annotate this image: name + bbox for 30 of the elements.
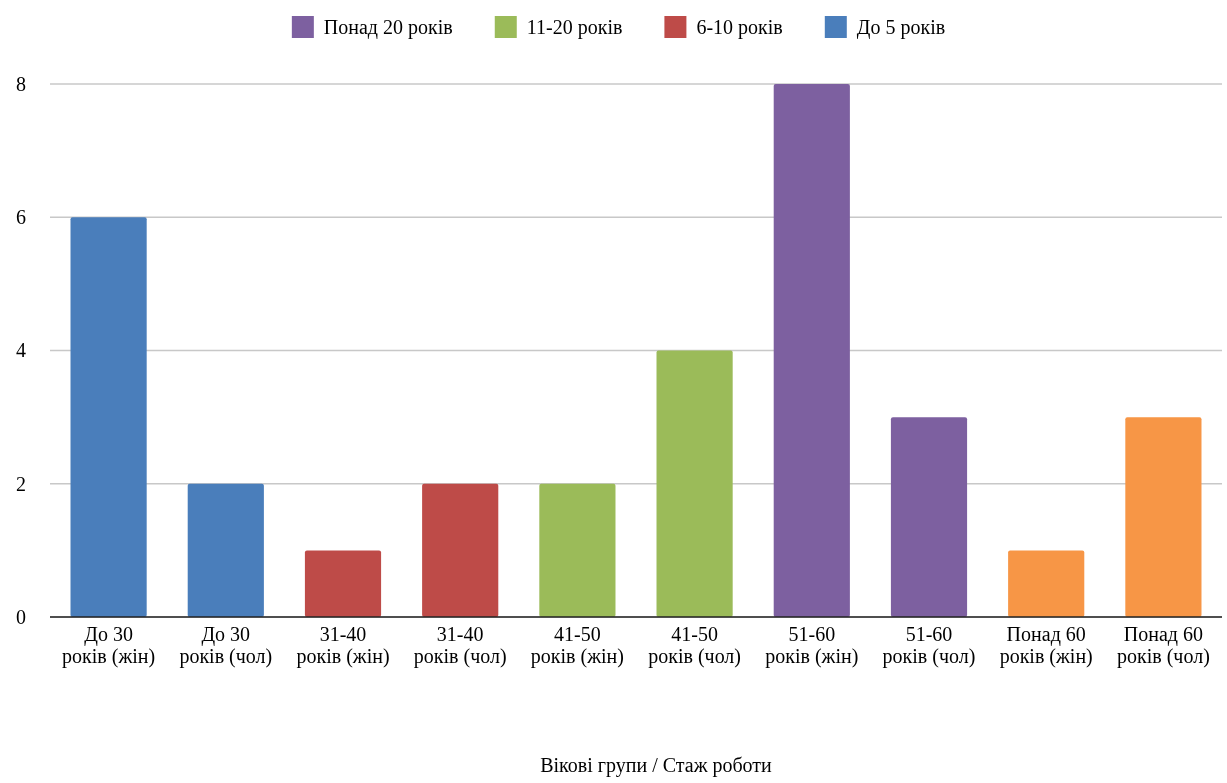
bar (70, 217, 147, 617)
x-tick-label: 41-50 років (чол) (648, 623, 742, 669)
bar (539, 483, 616, 617)
x-tick-label: Понад 60 років (жін) (999, 623, 1093, 669)
bar (1125, 417, 1202, 617)
x-tick-label: 51-60 років (жін) (765, 623, 859, 669)
y-tick-label: 4 (16, 339, 26, 362)
bar (1008, 550, 1085, 617)
legend-label: 6-10 років (696, 16, 783, 39)
x-tick-label: До 30 років (жін) (62, 623, 156, 669)
x-tick-label: 41-50 років (жін) (530, 623, 624, 669)
x-tick-label: Понад 60 років (чол) (1116, 623, 1210, 669)
x-tick-label: До 30 років (чол) (179, 623, 273, 669)
x-tick-label: 31-40 років (жін) (296, 623, 390, 669)
bar (422, 483, 499, 617)
legend-label: Понад 20 років (323, 16, 453, 39)
y-tick-label: 2 (16, 472, 26, 495)
bar (304, 550, 382, 617)
x-axis-title: Вікові групи / Стаж роботи (540, 754, 773, 777)
y-tick-label: 0 (16, 605, 26, 628)
bar (890, 417, 968, 617)
bar (656, 350, 733, 617)
bar (187, 483, 264, 617)
legend-label: До 5 років (856, 16, 946, 39)
x-tick-label: 51-60 років (чол) (882, 623, 976, 669)
legend-label: 11-20 років (526, 16, 623, 39)
x-tick-label: 31-40 років (чол) (413, 623, 507, 669)
y-tick-label: 8 (16, 72, 26, 95)
bar (773, 84, 850, 617)
y-tick-label: 6 (16, 206, 26, 229)
